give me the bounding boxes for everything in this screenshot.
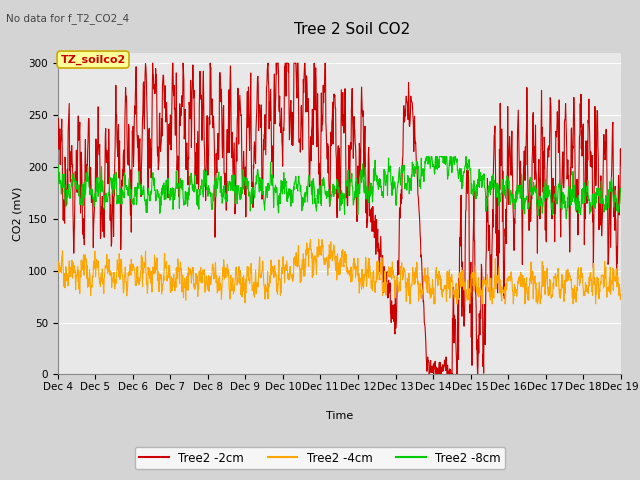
Text: TZ_soilco2: TZ_soilco2 <box>60 54 125 65</box>
X-axis label: Time: Time <box>326 411 353 421</box>
Y-axis label: CO2 (mV): CO2 (mV) <box>13 186 22 241</box>
Text: Tree 2 Soil CO2: Tree 2 Soil CO2 <box>294 22 410 36</box>
Text: No data for f_T2_CO2_4: No data for f_T2_CO2_4 <box>6 13 129 24</box>
Legend: Tree2 -2cm, Tree2 -4cm, Tree2 -8cm: Tree2 -2cm, Tree2 -4cm, Tree2 -8cm <box>134 447 506 469</box>
